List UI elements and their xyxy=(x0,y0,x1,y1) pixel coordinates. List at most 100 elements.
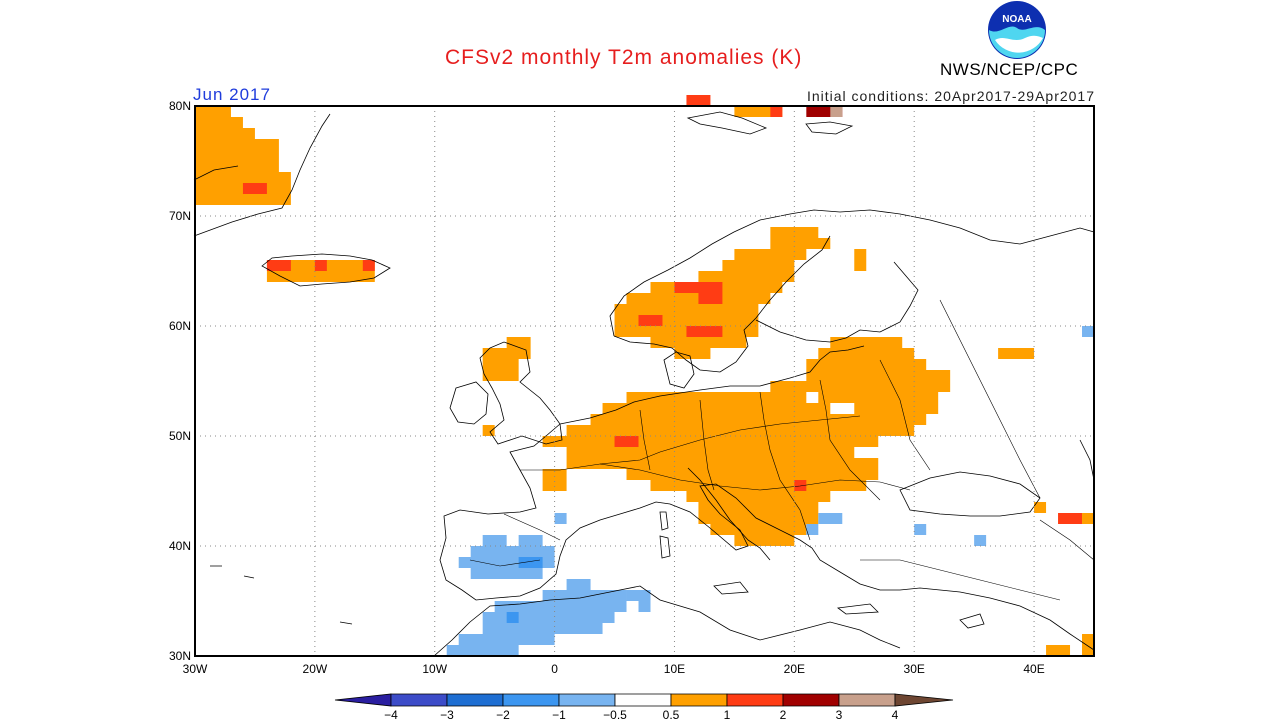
country-borders xyxy=(469,299,1095,601)
anomaly-cell xyxy=(506,612,519,623)
anomaly-cell xyxy=(770,227,819,238)
map-frame xyxy=(194,105,1095,657)
anomaly-cell xyxy=(542,590,627,601)
anomaly-cell xyxy=(1082,326,1094,337)
anomaly-cell xyxy=(734,535,795,546)
anomaly-cell xyxy=(566,458,879,469)
colorbar-segment xyxy=(838,693,896,707)
colorbar-tick-label: 0.5 xyxy=(663,708,680,722)
anomaly-cell xyxy=(566,579,591,590)
anomaly-cell xyxy=(734,106,783,117)
anomaly-cell xyxy=(482,348,531,359)
anomaly-cell xyxy=(195,128,255,139)
lon-tick-label: 20W xyxy=(303,662,328,676)
colorbar-tick-label: −4 xyxy=(384,708,398,722)
anomaly-cell xyxy=(195,117,243,128)
lon-tick-label: 40E xyxy=(1023,662,1044,676)
anomaly-cell xyxy=(698,293,723,304)
anomaly-cell xyxy=(1082,513,1094,524)
anomaly-cell xyxy=(554,513,567,524)
anomaly-cell xyxy=(362,260,375,271)
coastlines xyxy=(193,111,1095,657)
colorbar-tick-label: −3 xyxy=(440,708,454,722)
anomaly-cell xyxy=(650,480,867,491)
anomaly-cell xyxy=(602,403,939,414)
anomaly-cell xyxy=(806,370,951,381)
anomaly-cell xyxy=(830,403,855,414)
anomaly-cell xyxy=(734,249,807,260)
colorbar-tick-label: 2 xyxy=(780,708,787,722)
anomaly-cell xyxy=(806,524,819,535)
anomaly-cell xyxy=(686,491,831,502)
colorbar-segment xyxy=(894,693,954,707)
anomaly-cell xyxy=(1034,502,1047,513)
anomaly-cell xyxy=(470,546,555,557)
anomaly-cell xyxy=(998,348,1035,359)
anomaly-cell xyxy=(590,414,927,425)
lon-tick-label: 30W xyxy=(183,662,208,676)
lat-tick-label: 40N xyxy=(169,539,191,553)
colorbar-segment xyxy=(390,693,448,707)
anomaly-cell xyxy=(482,359,519,370)
anomaly-cell xyxy=(542,469,567,491)
anomaly-cell xyxy=(482,425,495,436)
colorbar-segment xyxy=(558,693,616,707)
lon-tick-label: 10E xyxy=(664,662,685,676)
anomaly-cell xyxy=(506,337,531,348)
anomaly-cell xyxy=(638,601,651,612)
anomaly-cell xyxy=(830,106,843,117)
lon-tick-label: 0 xyxy=(551,662,558,676)
anomaly-cell xyxy=(770,106,783,117)
anomaly-cell xyxy=(482,612,615,623)
lon-tick-label: 30E xyxy=(904,662,925,676)
anomaly-cell xyxy=(482,370,519,381)
agency-label: NWS/NCEP/CPC xyxy=(940,60,1079,79)
anomaly-cell xyxy=(614,436,639,447)
anomaly-cell xyxy=(1082,634,1094,656)
anomaly-cell xyxy=(830,337,903,348)
anomaly-cell xyxy=(470,568,543,579)
lon-tick-label: 20E xyxy=(784,662,805,676)
colorbar-segment xyxy=(334,693,392,707)
colorbar-tick-label: 1 xyxy=(724,708,731,722)
lat-tick-label: 30N xyxy=(169,649,191,663)
anomaly-cell xyxy=(458,634,555,645)
colorbar-tick-label: 3 xyxy=(836,708,843,722)
anomaly-cell xyxy=(818,513,843,524)
anomaly-cell xyxy=(1058,513,1083,524)
anomaly-cell xyxy=(806,106,843,117)
colorbar-segment xyxy=(670,693,728,707)
anomaly-cell xyxy=(242,183,267,194)
colorbar-tick-label: −0.5 xyxy=(603,708,627,722)
anomaly-cell xyxy=(566,447,855,458)
colorbar-tick-label: −2 xyxy=(496,708,510,722)
initial-conditions: Initial conditions: 20Apr2017-29Apr2017 xyxy=(806,88,1095,104)
noaa-logo: NOAA xyxy=(988,1,1046,59)
anomaly-cell xyxy=(195,172,291,183)
anomaly-cell xyxy=(698,513,819,524)
colorbar-segment xyxy=(446,693,504,707)
colorbar-segment xyxy=(614,693,672,707)
anomaly-cell xyxy=(566,425,915,436)
anomaly-cell xyxy=(446,645,519,656)
colorbar-tick-label: 4 xyxy=(892,708,899,722)
colorbar-segment xyxy=(502,693,560,707)
anomaly-cell xyxy=(806,359,927,370)
anomaly-cell xyxy=(854,249,867,271)
anomaly-cell xyxy=(674,348,711,359)
lat-tick-label: 50N xyxy=(169,429,191,443)
anomaly-cell xyxy=(626,469,879,480)
noaa-logo-text: NOAA xyxy=(1002,14,1031,25)
anomaly-cell xyxy=(614,315,759,326)
anomaly-cell xyxy=(518,535,543,546)
anomaly-cell xyxy=(794,480,807,491)
anomaly-cell xyxy=(686,326,723,337)
anomaly-cell xyxy=(722,260,795,271)
forecast-month: Jun 2017 xyxy=(193,85,271,104)
anomaly-cell xyxy=(770,381,951,392)
anomaly-cell xyxy=(626,590,651,601)
anomaly-cell xyxy=(195,194,291,205)
colorbar-segment xyxy=(726,693,784,707)
